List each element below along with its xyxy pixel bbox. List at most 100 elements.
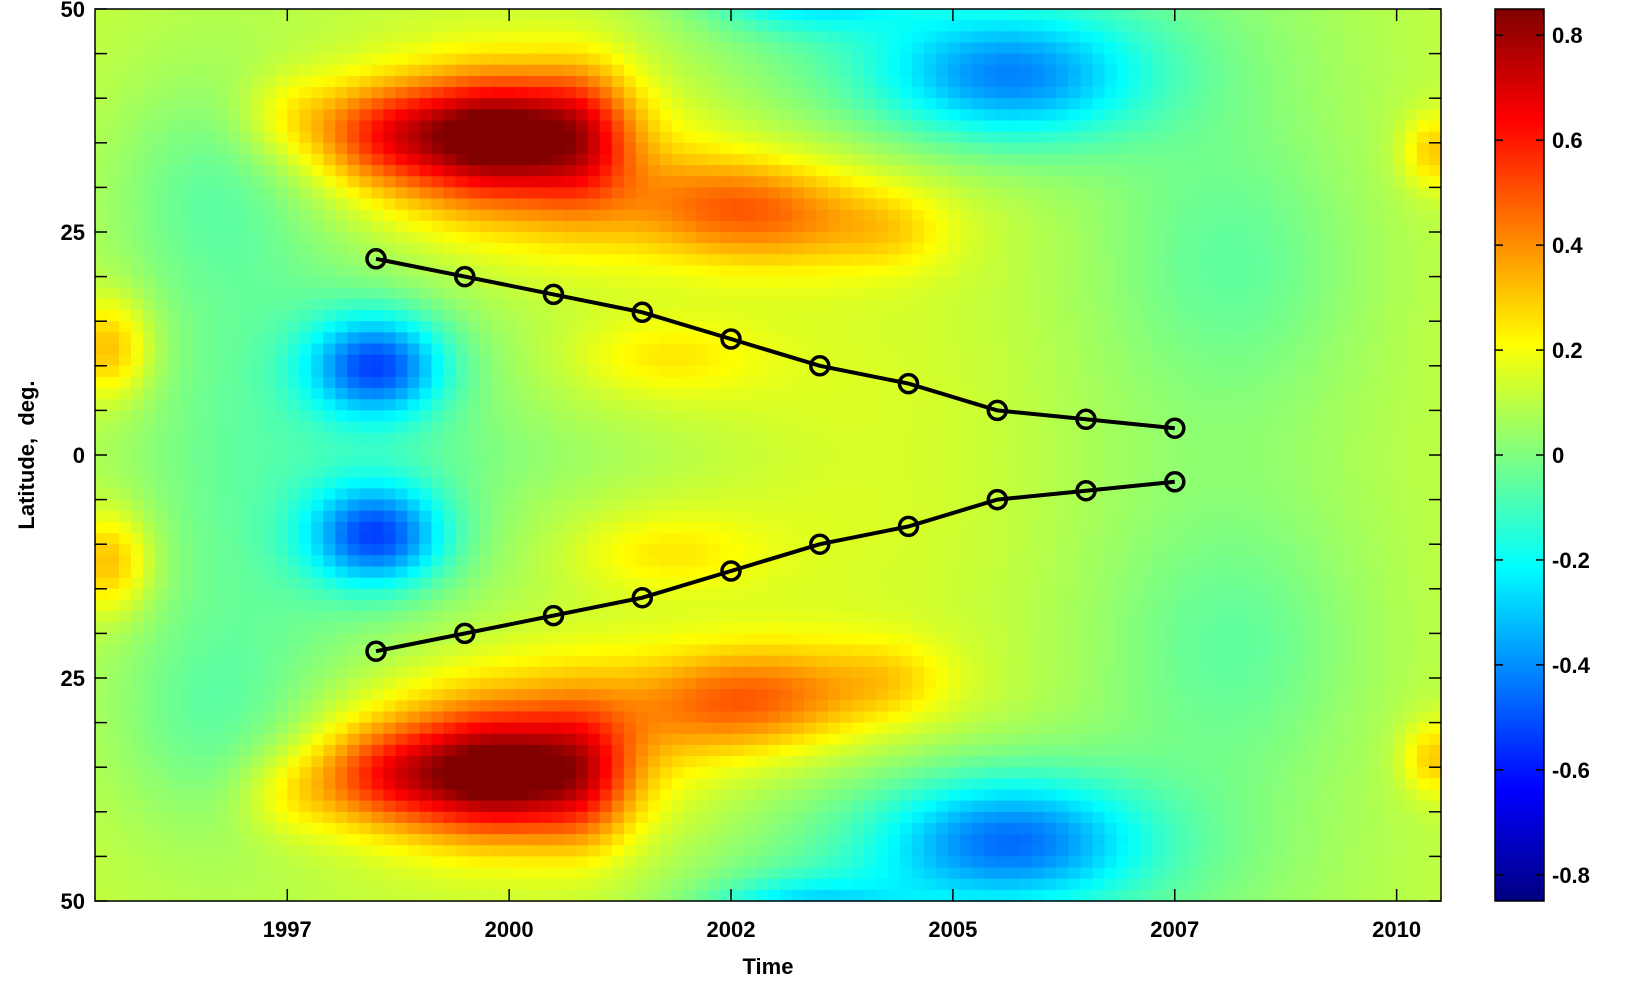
heatmap-cell <box>1224 187 1238 200</box>
heatmap-cell <box>371 343 385 356</box>
heatmap-cell <box>311 20 324 32</box>
heatmap-cell <box>1080 321 1094 333</box>
heatmap-cell <box>263 365 276 378</box>
heatmap-cell <box>683 488 697 501</box>
heatmap-cell <box>239 399 252 411</box>
heatmap-cell <box>1344 165 1358 177</box>
heatmap-cell <box>671 243 685 255</box>
heatmap-cell <box>119 343 132 356</box>
heatmap-cell <box>539 310 553 322</box>
heatmap-cell <box>479 142 493 155</box>
heatmap-cell <box>1236 276 1250 289</box>
heatmap-cell <box>888 220 901 233</box>
heatmap-cell <box>215 254 228 267</box>
heatmap-cell <box>143 466 156 478</box>
heatmap-cell <box>299 332 312 345</box>
heatmap-cell <box>395 232 409 244</box>
heatmap-cell <box>780 365 793 378</box>
heatmap-cell <box>1152 332 1166 345</box>
heatmap-cell <box>635 276 649 289</box>
heatmap-cell <box>1032 109 1046 122</box>
heatmap-cell <box>1236 42 1250 55</box>
heatmap-cell <box>107 20 120 32</box>
heatmap-cell <box>323 488 336 501</box>
heatmap-cell <box>743 98 757 110</box>
heatmap-cell <box>804 87 817 99</box>
heatmap-cell <box>1104 455 1118 467</box>
heatmap-cell <box>1140 31 1154 44</box>
heatmap-cell <box>419 9 433 21</box>
heatmap-cell <box>251 187 264 200</box>
heatmap-cell <box>671 321 685 333</box>
heatmap-cell <box>816 399 829 411</box>
heatmap-cell <box>515 120 529 133</box>
heatmap-cell <box>443 142 457 155</box>
heatmap-cell <box>972 165 985 177</box>
heatmap-cell <box>1356 198 1370 211</box>
heatmap-cell <box>1104 176 1118 188</box>
heatmap-cell <box>155 287 168 300</box>
heatmap-cell <box>323 176 336 188</box>
heatmap-cell <box>1260 20 1274 32</box>
heatmap-cell <box>1092 466 1106 478</box>
heatmap-cell <box>107 410 120 423</box>
heatmap-cell <box>287 376 300 389</box>
heatmap-cell <box>95 287 108 300</box>
heatmap-cell <box>311 332 324 345</box>
heatmap-cell <box>419 388 433 400</box>
heatmap-cell <box>1200 466 1214 478</box>
heatmap-cell <box>1056 310 1070 322</box>
heatmap-cell <box>347 421 360 434</box>
heatmap-cell <box>996 321 1009 333</box>
heatmap-cell <box>792 276 805 289</box>
heatmap-cell <box>119 466 132 478</box>
heatmap-cell <box>119 153 132 166</box>
heatmap-cell <box>1116 254 1130 267</box>
heatmap-cell <box>792 31 805 44</box>
heatmap-cell <box>599 354 613 367</box>
heatmap-cell <box>816 31 829 44</box>
heatmap-cell <box>1020 220 1033 233</box>
heatmap-cell <box>1404 42 1418 55</box>
heatmap-cell <box>1236 254 1250 267</box>
heatmap-cell <box>1056 165 1070 177</box>
heatmap-cell <box>768 376 781 389</box>
heatmap-cell <box>623 432 637 445</box>
heatmap-cell <box>179 321 192 333</box>
heatmap-cell <box>792 388 805 400</box>
heatmap-cell <box>996 142 1009 155</box>
heatmap-cell <box>1344 265 1358 278</box>
heatmap-cell <box>527 432 541 445</box>
heatmap-cell <box>1068 243 1082 255</box>
heatmap-cell <box>876 421 889 434</box>
heatmap-cell <box>515 243 529 255</box>
heatmap-cell <box>1392 153 1406 166</box>
heatmap-cell <box>1332 410 1346 423</box>
heatmap-cell <box>1296 410 1310 423</box>
heatmap-cell <box>924 455 937 467</box>
heatmap-cell <box>611 131 625 144</box>
heatmap-cell <box>1272 321 1286 333</box>
heatmap-cell <box>1200 354 1214 367</box>
heatmap-cell <box>1308 20 1322 32</box>
heatmap-cell <box>972 153 985 166</box>
heatmap-cell <box>395 42 409 55</box>
heatmap-cell <box>287 399 300 411</box>
heatmap-cell <box>1344 153 1358 166</box>
heatmap-cell <box>743 421 757 434</box>
heatmap-cell <box>828 243 841 255</box>
heatmap-cell <box>407 265 421 278</box>
heatmap-cell <box>864 153 877 166</box>
heatmap-cell <box>1164 9 1178 21</box>
heatmap-cell <box>695 265 709 278</box>
heatmap-cell <box>960 64 973 77</box>
heatmap-cell <box>371 209 385 222</box>
heatmap-cell <box>311 142 324 155</box>
heatmap-cell <box>647 354 661 367</box>
heatmap-cell <box>1272 298 1286 311</box>
heatmap-cell <box>1152 466 1166 478</box>
heatmap-cell <box>275 388 288 400</box>
heatmap-cell <box>671 198 685 211</box>
heatmap-cell <box>311 42 324 55</box>
heatmap-cell <box>852 243 865 255</box>
